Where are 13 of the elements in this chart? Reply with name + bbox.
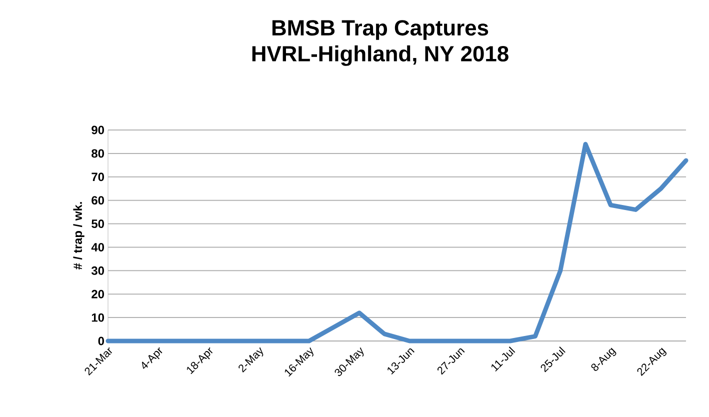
- y-tick-label: 0: [98, 336, 104, 346]
- y-tick-label: 10: [92, 313, 104, 322]
- y-tick-label: 30: [91, 266, 104, 275]
- y-tick-label: 70: [92, 172, 104, 182]
- y-tick-label: 80: [92, 149, 104, 158]
- y-tick-label: 50: [92, 220, 104, 228]
- y-tick-label: 40: [91, 242, 104, 252]
- y-axis-title: # / trap / wk.: [73, 202, 84, 270]
- y-tick-label: 90: [92, 126, 104, 134]
- y-tick-label: 60: [92, 196, 104, 205]
- chart-subtitle: HVRL-Highland, NY 2018: [252, 45, 508, 66]
- chart-title: BMSB Trap Captures: [272, 20, 488, 40]
- y-tick-label: 20: [92, 290, 104, 298]
